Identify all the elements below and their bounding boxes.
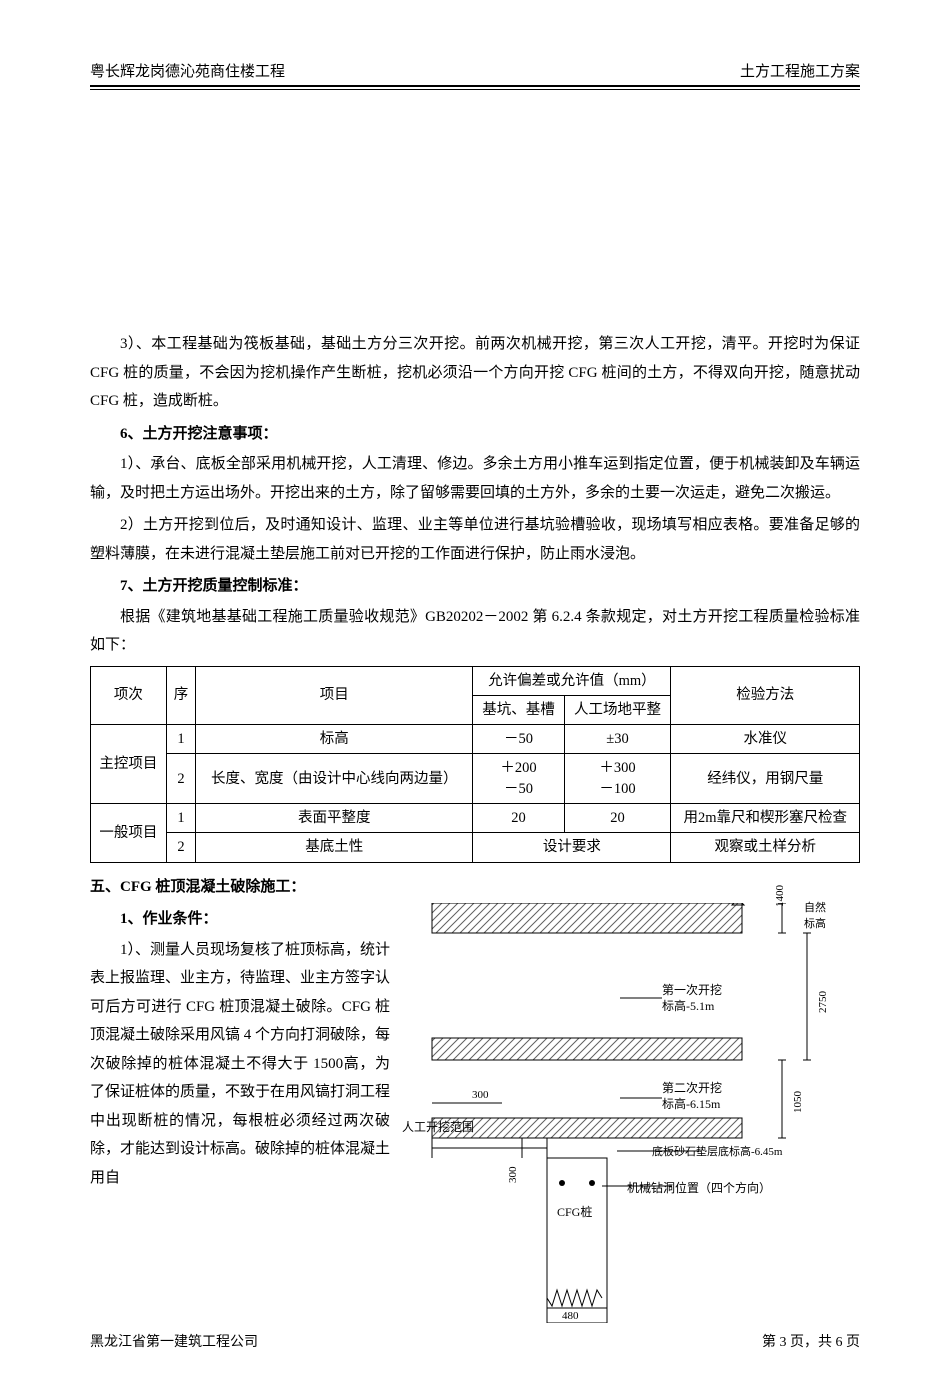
cell-ab: 设计要求 <box>473 833 671 862</box>
cell-m: 经纬仪，用钢尺量 <box>671 754 860 804</box>
cell-item: 表面平整度 <box>196 803 473 832</box>
page-footer: 黑龙江省第一建筑工程公司 第 3 页，共 6 页 <box>90 1331 860 1351</box>
th-method: 检验方法 <box>671 666 860 725</box>
table-row: 主控项目 1 标高 －50 ±30 水准仪 <box>91 725 860 754</box>
paragraph-6-1: 1）、承台、底板全部采用机械开挖，人工清理、修边。多余土方用小推车运到指定位置，… <box>90 450 860 507</box>
cell-m: 水准仪 <box>671 725 860 754</box>
table-row: 2 基底土性 设计要求 观察或土样分析 <box>91 833 860 862</box>
cell-group: 主控项目 <box>91 725 167 804</box>
cell-a: ＋200 －50 <box>473 754 564 804</box>
excavation-diagram: 自然标高 1400 2750 1050 第一次开挖标高-5.1m 第二次开挖标高… <box>402 903 832 1323</box>
cell-seq: 2 <box>166 754 195 804</box>
paragraph-6-2: 2）土方开挖到位后，及时通知设计、监理、业主等单位进行基坑验槽验收，现场填写相应… <box>90 511 860 568</box>
dim-300v: 300 <box>507 1167 519 1184</box>
cell-seq: 1 <box>166 725 195 754</box>
th-item: 项目 <box>196 666 473 725</box>
heading-6: 6、土方开挖注意事项： <box>90 420 860 449</box>
label-cfg-pile: CFG桩 <box>557 1203 592 1220</box>
header-right: 土方工程施工方案 <box>740 60 860 81</box>
label-layer1: 第一次开挖标高-5.1m <box>662 983 722 1014</box>
label-layer2: 第二次开挖标高-6.15m <box>662 1081 722 1112</box>
table-row: 一般项目 1 表面平整度 20 20 用2m靠尺和楔形塞尺检查 <box>91 803 860 832</box>
table-row: 2 长度、宽度（由设计中心线向两边量） ＋200 －50 ＋300 －100 经… <box>91 754 860 804</box>
dim-300h: 300 <box>472 1089 489 1101</box>
th-project-level: 项次 <box>91 666 167 725</box>
th-manual: 人工场地平整 <box>564 695 671 724</box>
cell-item: 基底土性 <box>196 833 473 862</box>
cell-b: ＋300 －100 <box>564 754 671 804</box>
table-row: 项次 序 项目 允许偏差或允许值（mm） 检验方法 <box>91 666 860 695</box>
dim-1400: 1400 <box>774 885 786 907</box>
heading-5: 五、CFG 桩顶混凝土破除施工： <box>90 873 860 902</box>
quality-table: 项次 序 项目 允许偏差或允许值（mm） 检验方法 基坑、基槽 人工场地平整 主… <box>90 666 860 863</box>
th-seq: 序 <box>166 666 195 725</box>
cell-b: 20 <box>564 803 671 832</box>
paragraph-3: 3）、本工程基础为筏板基础，基础土方分三次开挖。前两次机械开挖，第三次人工开挖，… <box>90 330 860 416</box>
cell-m: 用2m靠尺和楔形塞尺检查 <box>671 803 860 832</box>
heading-7: 7、土方开挖质量控制标准： <box>90 572 860 601</box>
th-pit: 基坑、基槽 <box>473 695 564 724</box>
paragraph-5-1: 1）、测量人员现场复核了桩顶标高，统计表上报监理、业主方，待监理、业主方签字认可… <box>90 936 390 1193</box>
cell-item: 长度、宽度（由设计中心线向两边量） <box>196 754 473 804</box>
th-tolerance: 允许偏差或允许值（mm） <box>473 666 671 695</box>
cell-group: 一般项目 <box>91 803 167 862</box>
label-drill-pos: 机械钻洞位置（四个方向） <box>627 1179 771 1196</box>
label-natural: 自然标高 <box>804 899 826 931</box>
cell-m: 观察或土样分析 <box>671 833 860 862</box>
cell-item: 标高 <box>196 725 473 754</box>
dim-2750: 2750 <box>817 991 829 1013</box>
header-left: 粤长辉龙岗德沁苑商住楼工程 <box>90 60 285 81</box>
cell-seq: 2 <box>166 833 195 862</box>
footer-left: 黑龙江省第一建筑工程公司 <box>90 1331 258 1351</box>
footer-right: 第 3 页，共 6 页 <box>762 1331 860 1351</box>
cell-a: －50 <box>473 725 564 754</box>
label-manual-range: 人工开挖范围 <box>402 1118 474 1135</box>
cell-seq: 1 <box>166 803 195 832</box>
page-header: 粤长辉龙岗德沁苑商住楼工程 土方工程施工方案 <box>90 60 860 87</box>
label-cushion: 底板砂石垫层底标高-6.45m <box>652 1143 782 1159</box>
paragraph-7-1: 根据《建筑地基基础工程施工质量验收规范》GB20202－2002 第 6.2.4… <box>90 603 860 660</box>
cell-a: 20 <box>473 803 564 832</box>
dim-480: 480 <box>562 1310 579 1322</box>
subheading-5-1: 1、作业条件： <box>90 905 390 934</box>
dim-1050: 1050 <box>792 1091 804 1113</box>
cell-b: ±30 <box>564 725 671 754</box>
